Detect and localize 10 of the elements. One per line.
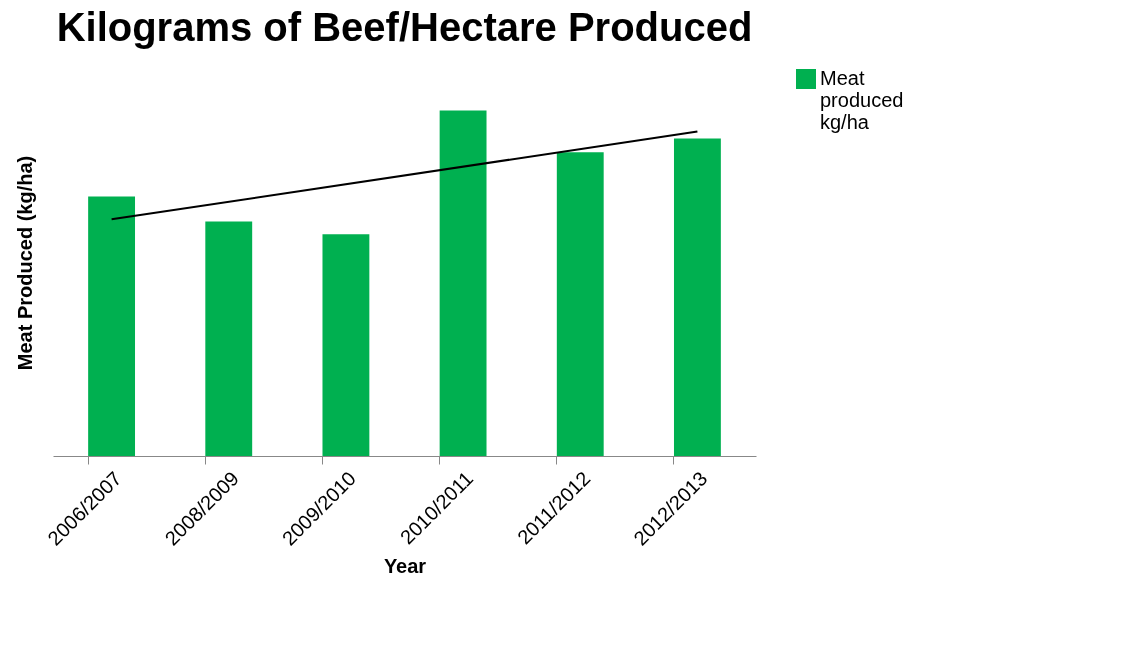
legend-label: Meat produced kg/ha xyxy=(820,67,904,133)
bar xyxy=(205,221,253,456)
bar xyxy=(556,152,604,456)
x-axis-title: Year xyxy=(383,555,427,578)
bar xyxy=(673,138,721,456)
bar xyxy=(88,196,136,456)
chart-title: Kilograms of Beef/Hectare Produced xyxy=(56,5,753,49)
bar xyxy=(439,110,487,456)
bar xyxy=(322,234,370,456)
y-axis-title: Meat Produced (kg/ha) xyxy=(13,155,36,371)
